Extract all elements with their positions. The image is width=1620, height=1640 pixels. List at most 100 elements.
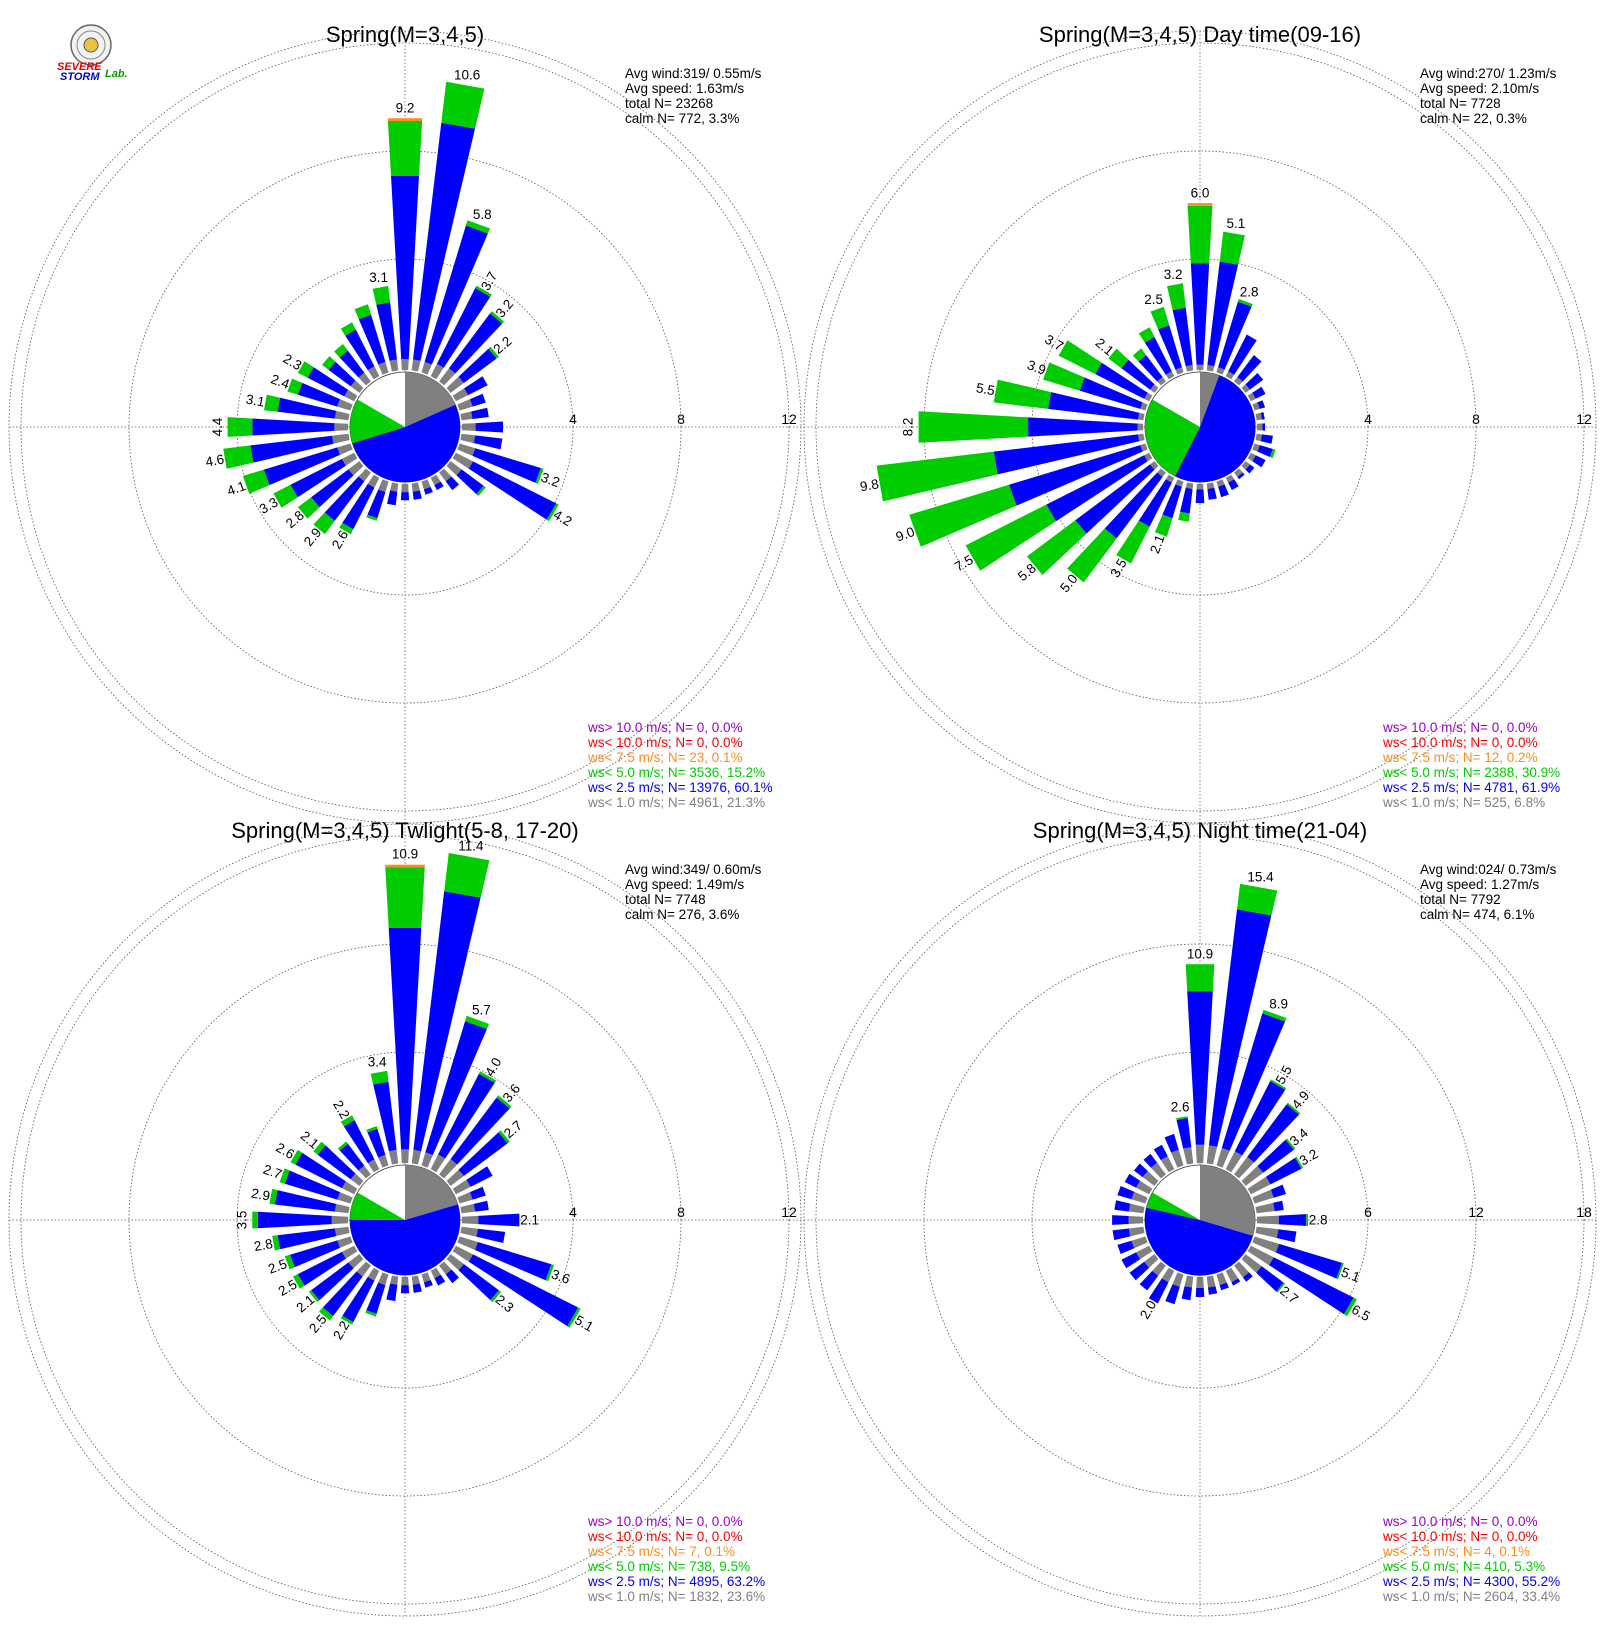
rose-bar bbox=[1178, 482, 1194, 522]
rose-bar bbox=[365, 1272, 389, 1317]
bar-segment bbox=[411, 1275, 420, 1285]
rose-bar: 3.6 bbox=[457, 1236, 572, 1287]
rose-bar: 2.7 bbox=[261, 1162, 353, 1204]
bar-value-label: 3.1 bbox=[245, 392, 266, 410]
bar-segment bbox=[1117, 1186, 1135, 1200]
rose-bar: 3.4 bbox=[368, 1055, 399, 1165]
legend-entry: ws< 10.0 m/s; N= 0, 0.0% bbox=[587, 1529, 743, 1544]
bar-segment bbox=[1195, 489, 1205, 504]
bar-segment bbox=[1228, 479, 1239, 491]
bar-segment bbox=[1144, 392, 1153, 402]
bar-segment bbox=[1270, 1079, 1287, 1090]
bar-value-label: 5.1 bbox=[1339, 1265, 1362, 1286]
bar-segment bbox=[1079, 377, 1143, 409]
rose-bar: 2.7 bbox=[446, 1118, 525, 1186]
legend-entry: ws> 10.0 m/s; N= 0, 0.0% bbox=[1382, 1514, 1538, 1529]
rose-bar bbox=[1241, 373, 1264, 393]
bar-segment bbox=[331, 1215, 349, 1225]
bar-segment bbox=[1196, 1276, 1204, 1288]
bar-segment bbox=[1185, 365, 1194, 372]
rose-bar: 3.1 bbox=[245, 392, 350, 421]
bar-segment bbox=[421, 1152, 433, 1168]
rose-bar bbox=[1165, 1272, 1184, 1305]
bar-segment bbox=[1225, 474, 1235, 483]
bar-segment bbox=[1231, 1278, 1241, 1286]
bar-segment bbox=[337, 399, 353, 411]
bar-segment bbox=[423, 487, 433, 495]
bar-segment bbox=[378, 479, 389, 493]
rose-bar bbox=[366, 1126, 389, 1168]
bar-segment bbox=[344, 389, 358, 402]
bar-segment bbox=[1252, 1236, 1280, 1253]
rose-bar: 5.7 bbox=[421, 1003, 491, 1168]
bar-segment bbox=[1234, 1081, 1286, 1156]
bar-segment bbox=[423, 1280, 433, 1288]
bar-segment bbox=[424, 225, 488, 365]
rose-bar: 2.5 bbox=[306, 1261, 371, 1336]
stats-line: Avg speed: 1.63m/s bbox=[625, 81, 744, 96]
bar-segment bbox=[464, 376, 488, 396]
rose-bar: 10.9 bbox=[1185, 946, 1215, 1164]
rose-bar: 5.1 bbox=[1206, 216, 1246, 372]
bar-segment bbox=[470, 393, 486, 407]
ring-3 bbox=[815, 835, 1585, 1605]
bar-segment bbox=[438, 1073, 495, 1159]
bar-segment bbox=[252, 1211, 258, 1229]
bar-value-label: 3.6 bbox=[549, 1266, 572, 1287]
bar-segment bbox=[421, 1272, 431, 1283]
ring-label: 4 bbox=[569, 411, 577, 427]
rose-bar: 9.0 bbox=[894, 443, 1148, 547]
rose-bar: 10.6 bbox=[411, 67, 485, 372]
bar-segment bbox=[476, 485, 486, 496]
bar-segment bbox=[1184, 1275, 1194, 1288]
bar-segment bbox=[367, 489, 386, 519]
bar-segment bbox=[1257, 400, 1266, 409]
bar-segment bbox=[342, 1276, 375, 1323]
bar-segment bbox=[1142, 1171, 1159, 1186]
rose-bar bbox=[1255, 433, 1273, 444]
stats-line: calm N= 22, 0.3% bbox=[1420, 111, 1527, 126]
bar-segment bbox=[272, 1235, 281, 1251]
bar-segment bbox=[277, 397, 337, 419]
bar-segment bbox=[367, 366, 380, 380]
bar-segment bbox=[1139, 1270, 1159, 1291]
rose-bar bbox=[386, 1275, 399, 1302]
bar-segment bbox=[1108, 348, 1129, 369]
bar-segment bbox=[567, 1307, 581, 1328]
bar-segment bbox=[1218, 484, 1229, 498]
bar-segment bbox=[284, 1254, 295, 1270]
bar-segment bbox=[1175, 367, 1184, 375]
bar-segment bbox=[1124, 1173, 1141, 1188]
bar-segment bbox=[1117, 1240, 1135, 1254]
bar-segment bbox=[356, 1261, 371, 1277]
ring-3 bbox=[815, 42, 1585, 812]
bar-segment bbox=[313, 512, 335, 535]
bar-segment bbox=[421, 479, 431, 490]
rose-bar bbox=[1133, 1163, 1159, 1186]
bar-segment bbox=[263, 447, 340, 486]
rose-bar: 5.5 bbox=[975, 379, 1145, 421]
bar-segment bbox=[274, 1190, 337, 1212]
rose-bar bbox=[1195, 1276, 1205, 1297]
bar-segment bbox=[444, 853, 490, 898]
bar-segment bbox=[1221, 1013, 1286, 1151]
bar-segment bbox=[311, 1262, 354, 1301]
wind-rose-panel-2: Spring(M=3,4,5) Day time(09-16)4 8 126.05.… bbox=[803, 22, 1597, 824]
bar-segment bbox=[385, 867, 425, 928]
bar-segment bbox=[297, 382, 340, 407]
rose-bar: 5.8 bbox=[1015, 461, 1159, 584]
bar-value-label: 5.1 bbox=[1227, 216, 1246, 231]
legend-entry: ws> 10.0 m/s; N= 0, 0.0% bbox=[587, 1514, 743, 1529]
bar-segment bbox=[400, 1285, 410, 1294]
bar-segment bbox=[372, 286, 391, 305]
bar-segment bbox=[473, 1200, 489, 1212]
bar-segment bbox=[1172, 1272, 1184, 1287]
logo: SEVERE STORM Lab. bbox=[57, 24, 128, 83]
ring-label: 18 bbox=[1576, 1204, 1592, 1220]
bar-segment bbox=[450, 1097, 510, 1165]
bar-segment bbox=[1144, 452, 1153, 462]
rose-bar bbox=[1247, 386, 1266, 402]
bar-segment bbox=[1153, 1144, 1168, 1161]
bar-segment bbox=[322, 1271, 363, 1317]
bar-segment bbox=[370, 1070, 389, 1085]
